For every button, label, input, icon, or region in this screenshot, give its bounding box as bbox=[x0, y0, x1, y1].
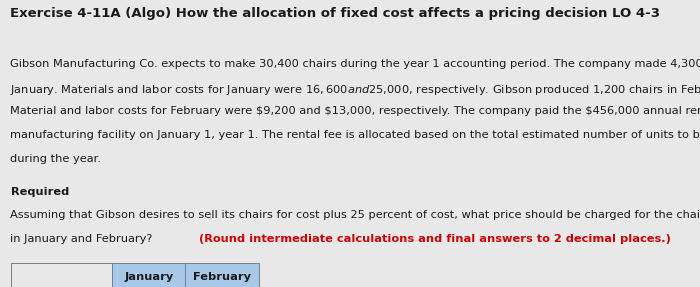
Text: Required: Required bbox=[10, 187, 69, 197]
Bar bbox=[186, 263, 259, 287]
Text: Material and labor costs for February were $9,200 and $13,000, respectively. The: Material and labor costs for February we… bbox=[10, 106, 700, 117]
Text: Assuming that Gibson desires to sell its chairs for cost plus 25 percent of cost: Assuming that Gibson desires to sell its… bbox=[10, 210, 700, 220]
Bar bbox=[112, 263, 186, 287]
Text: in January and February?: in January and February? bbox=[10, 234, 157, 244]
Text: during the year.: during the year. bbox=[10, 154, 102, 164]
Text: January. Materials and labor costs for January were $16,600 and $25,000, respect: January. Materials and labor costs for J… bbox=[10, 83, 700, 97]
Text: (Round intermediate calculations and final answers to 2 decimal places.): (Round intermediate calculations and fin… bbox=[199, 234, 671, 244]
Bar bbox=[10, 263, 112, 287]
Text: January: January bbox=[124, 272, 174, 282]
Text: February: February bbox=[193, 272, 251, 282]
Text: Exercise 4-11A (Algo) How the allocation of fixed cost affects a pricing decisio: Exercise 4-11A (Algo) How the allocation… bbox=[10, 7, 661, 20]
Text: Gibson Manufacturing Co. expects to make 30,400 chairs during the year 1 account: Gibson Manufacturing Co. expects to make… bbox=[10, 59, 700, 69]
Text: manufacturing facility on January 1, year 1. The rental fee is allocated based o: manufacturing facility on January 1, yea… bbox=[10, 130, 700, 140]
